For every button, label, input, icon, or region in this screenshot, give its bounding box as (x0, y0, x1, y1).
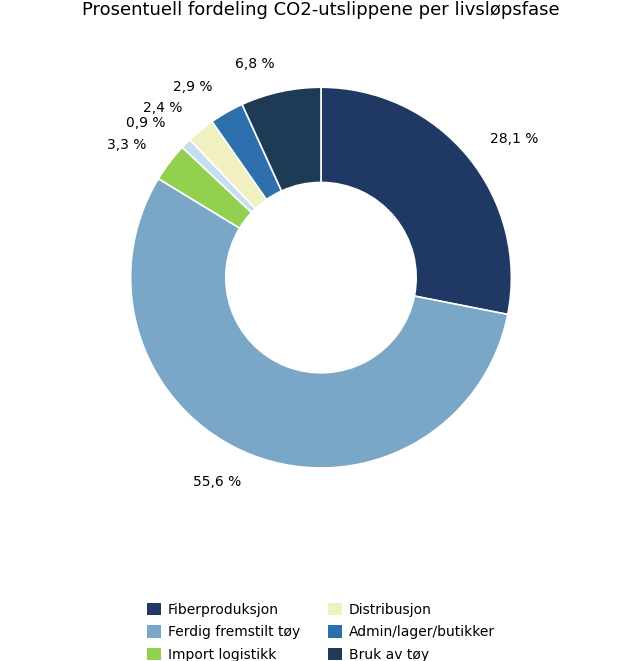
Wedge shape (159, 147, 252, 228)
Wedge shape (321, 87, 512, 315)
Text: 2,9 %: 2,9 % (173, 81, 213, 95)
Text: 3,3 %: 3,3 % (107, 138, 147, 152)
Wedge shape (190, 122, 266, 209)
Title: Prosentuell fordeling CO2-utslippene per livsløpsfase: Prosentuell fordeling CO2-utslippene per… (82, 1, 560, 19)
Legend: Fiberproduksjon, Ferdig fremstilt tøy, Import logistikk, Emballasje, Distribusjo: Fiberproduksjon, Ferdig fremstilt tøy, I… (141, 598, 501, 661)
Text: 6,8 %: 6,8 % (235, 57, 275, 71)
Text: 0,9 %: 0,9 % (126, 116, 166, 130)
Wedge shape (212, 104, 282, 200)
Wedge shape (182, 139, 256, 212)
Text: 28,1 %: 28,1 % (490, 132, 539, 145)
Wedge shape (242, 87, 321, 191)
Text: 2,4 %: 2,4 % (143, 101, 182, 115)
Text: 55,6 %: 55,6 % (193, 475, 241, 488)
Wedge shape (130, 178, 508, 468)
